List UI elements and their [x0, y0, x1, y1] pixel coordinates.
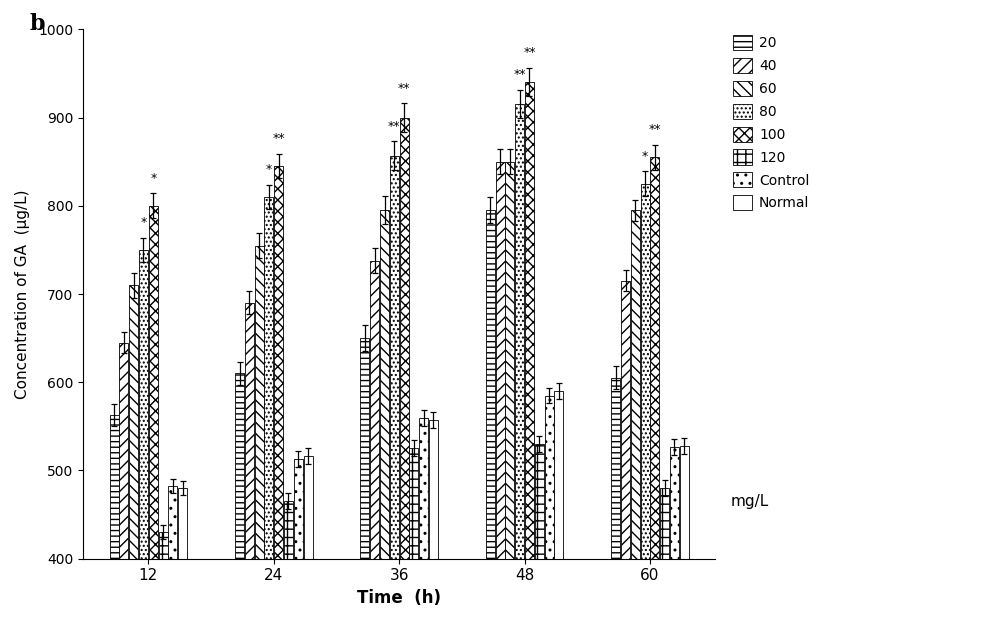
Bar	[680, 446, 689, 559]
Bar	[119, 343, 128, 559]
Text: **: **	[398, 81, 410, 95]
Text: *: *	[150, 172, 156, 185]
Bar	[380, 210, 389, 559]
Bar	[429, 420, 438, 559]
Bar	[641, 183, 650, 559]
Text: **: **	[523, 47, 536, 59]
Bar	[496, 162, 505, 559]
Bar	[409, 448, 418, 559]
Bar	[670, 447, 679, 559]
Bar	[245, 303, 254, 559]
Bar	[545, 396, 554, 559]
Bar	[505, 162, 514, 559]
Bar	[178, 488, 187, 559]
Bar	[284, 501, 293, 559]
Bar	[611, 378, 620, 559]
Bar	[235, 373, 244, 559]
Bar	[159, 532, 168, 559]
Bar	[631, 210, 640, 559]
Text: *: *	[642, 149, 648, 162]
Bar	[390, 156, 399, 559]
Bar	[525, 82, 534, 559]
Bar	[650, 157, 659, 559]
Text: **: **	[649, 123, 661, 136]
Text: **: **	[513, 68, 526, 81]
Text: **: **	[388, 119, 401, 132]
Bar	[486, 210, 495, 559]
Legend: 20, 40, 60, 80, 100, 120, Control, Normal: 20, 40, 60, 80, 100, 120, Control, Norma…	[728, 31, 814, 215]
Text: mg/L: mg/L	[731, 494, 769, 509]
Bar	[360, 338, 369, 559]
Text: *: *	[140, 216, 147, 229]
Bar	[264, 197, 273, 559]
Bar	[139, 250, 148, 559]
Text: **: **	[272, 132, 285, 145]
Bar	[168, 486, 177, 559]
Bar	[515, 104, 524, 559]
Text: b: b	[29, 14, 45, 35]
Bar	[274, 166, 283, 559]
Bar	[554, 391, 563, 559]
Bar	[621, 281, 630, 559]
X-axis label: Time  (h): Time (h)	[357, 589, 441, 607]
Text: *: *	[266, 163, 272, 176]
Bar	[370, 261, 379, 559]
Bar	[129, 285, 138, 559]
Bar	[149, 206, 158, 559]
Y-axis label: Concentration of GA  (μg/L): Concentration of GA (μg/L)	[15, 189, 30, 399]
Bar	[400, 118, 409, 559]
Bar	[255, 246, 264, 559]
Bar	[419, 417, 428, 559]
Bar	[535, 444, 544, 559]
Bar	[110, 415, 119, 559]
Bar	[294, 459, 303, 559]
Bar	[304, 457, 313, 559]
Bar	[660, 488, 669, 559]
